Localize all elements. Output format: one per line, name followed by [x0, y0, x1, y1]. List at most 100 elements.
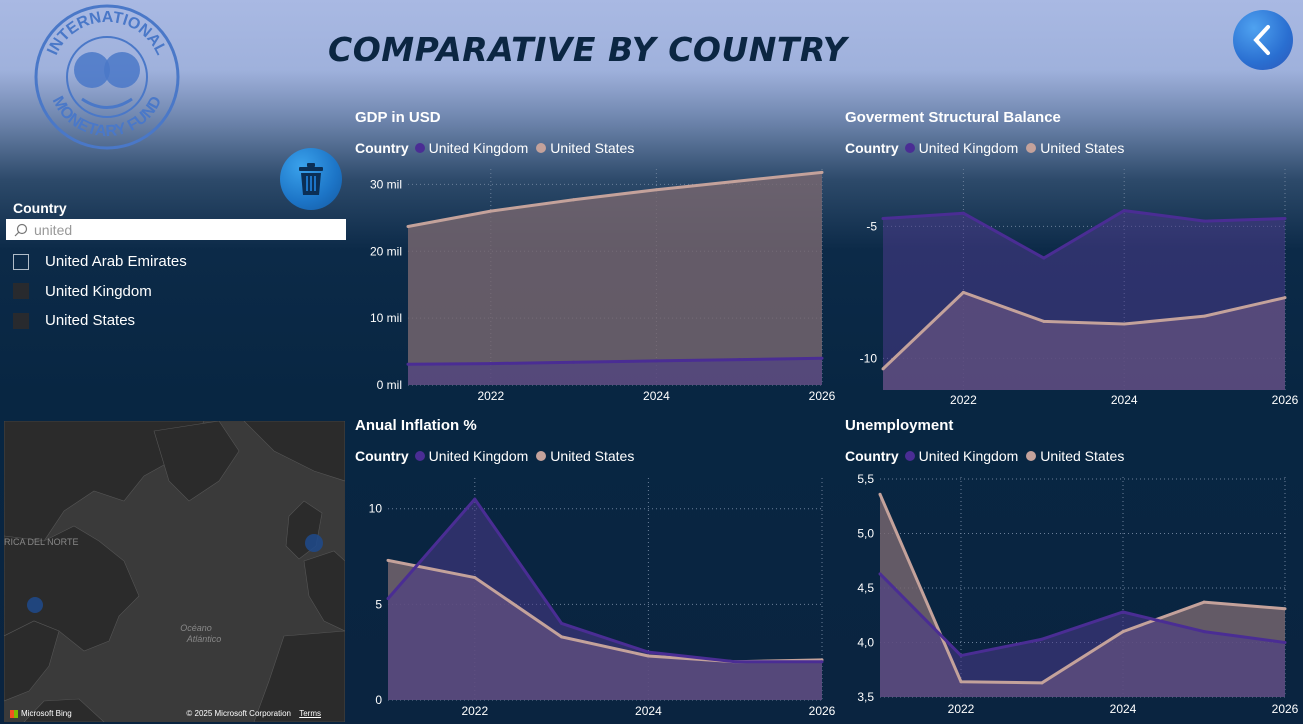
- point-united-states: [820, 170, 824, 174]
- point-united-kingdom: [881, 216, 885, 220]
- legend-unemployment: Country United Kingdom United States: [845, 448, 1132, 464]
- point-united-kingdom: [406, 362, 410, 366]
- legend-item-uk[interactable]: United Kingdom: [414, 448, 528, 464]
- y-tick-label: 4,0: [857, 636, 874, 650]
- point-united-kingdom: [961, 211, 965, 215]
- area-united-states: [408, 172, 822, 385]
- legend-item-uk[interactable]: United Kingdom: [904, 448, 1018, 464]
- point-united-states: [654, 188, 658, 192]
- x-tick-label: 2026: [1272, 393, 1299, 407]
- point-united-states: [1203, 314, 1207, 318]
- legend-item-us[interactable]: United States: [1026, 448, 1124, 464]
- y-tick-label: -5: [866, 219, 877, 233]
- country-slicer: Country United Arab Emirates United King…: [6, 200, 346, 336]
- point-united-states: [878, 492, 882, 496]
- y-tick-label: 10: [369, 502, 383, 516]
- point-united-kingdom: [654, 359, 658, 363]
- map-bubble-uk: [305, 534, 323, 552]
- point-united-kingdom: [878, 572, 882, 576]
- imf-logo: INTERNATIONAL MONETARY FUND: [34, 4, 180, 150]
- clear-filters-button[interactable]: [280, 148, 342, 210]
- legend-item-us[interactable]: United States: [536, 140, 634, 156]
- chart-unemployment[interactable]: 3,5 4,0 4,5 5,0 5,5 2022 2024 2026: [835, 472, 1300, 722]
- checkbox[interactable]: [13, 312, 29, 329]
- y-tick-label: 5,0: [857, 527, 874, 541]
- y-tick-label: 5: [375, 597, 382, 611]
- map-label-ocean: Atlántico: [186, 634, 222, 644]
- chart-gdp[interactable]: 0 mil 10 mil 20 mil 30 mil 2022 2024 2026: [345, 165, 835, 410]
- point-united-kingdom: [1202, 630, 1206, 634]
- point-united-states: [473, 576, 477, 580]
- legend-title: Country: [845, 448, 899, 464]
- point-united-states: [881, 367, 885, 371]
- legend-inflation: Country United Kingdom United States: [355, 448, 642, 464]
- point-united-kingdom: [386, 597, 390, 601]
- map-terms-link[interactable]: Terms: [299, 709, 321, 718]
- chart-title-gdp: GDP in USD: [355, 109, 441, 126]
- point-united-states: [1283, 296, 1287, 300]
- point-united-kingdom: [733, 660, 737, 664]
- line-united-kingdom: [407, 356, 823, 366]
- microsoft-logo-icon: [10, 709, 18, 718]
- map-visual[interactable]: RICA DEL NORTE Océano Atlántico Microsof…: [4, 421, 345, 722]
- y-tick-label: 0: [375, 693, 382, 707]
- x-tick-label: 2026: [1272, 702, 1299, 716]
- point-united-kingdom: [1283, 641, 1287, 644]
- slicer-item-us[interactable]: United States: [6, 306, 346, 336]
- map-label-region: RICA DEL NORTE: [4, 537, 79, 547]
- slicer-item-uk[interactable]: United Kingdom: [6, 277, 346, 307]
- map-copyright: © 2025 Microsoft Corporation Terms: [186, 709, 321, 718]
- chart-title-unemployment: Unemployment: [845, 417, 954, 434]
- x-tick-label: 2024: [1110, 702, 1137, 716]
- legend-title: Country: [355, 140, 409, 156]
- point-united-states: [386, 558, 390, 562]
- x-tick-label: 2022: [477, 389, 504, 403]
- y-tick-label: 3,5: [857, 690, 874, 704]
- back-button[interactable]: [1233, 10, 1293, 70]
- chart-title-balance: Goverment Structural Balance: [845, 109, 1061, 126]
- checkbox[interactable]: [13, 253, 29, 270]
- point-united-states: [1040, 681, 1044, 685]
- map-bubble-us: [27, 597, 43, 613]
- chart-balance[interactable]: -5 -10 2022 2024 2026: [835, 165, 1300, 410]
- point-united-kingdom: [646, 650, 650, 654]
- point-united-states: [560, 635, 564, 639]
- area-united-kingdom: [880, 573, 1285, 697]
- y-tick-label: 0 mil: [377, 378, 402, 392]
- point-united-states: [1283, 607, 1287, 611]
- legend-item-us[interactable]: United States: [536, 448, 634, 464]
- chart-inflation[interactable]: 0 5 10 2022 2024 2026: [345, 472, 835, 722]
- legend-title: Country: [845, 140, 899, 156]
- area-united-kingdom: [883, 210, 1285, 390]
- legend-item-us[interactable]: United States: [1026, 140, 1124, 156]
- area-united-kingdom: [388, 499, 822, 700]
- x-tick-label: 2022: [461, 704, 488, 718]
- x-tick-label: 2026: [809, 389, 835, 403]
- y-tick-label: -10: [860, 351, 878, 365]
- map-label-ocean: Océano: [180, 623, 212, 633]
- point-united-kingdom: [473, 497, 477, 501]
- legend-item-uk[interactable]: United Kingdom: [904, 140, 1018, 156]
- search-input[interactable]: [28, 220, 326, 239]
- x-tick-label: 2022: [950, 393, 977, 407]
- point-united-states: [1042, 319, 1046, 323]
- checkbox[interactable]: [13, 283, 29, 300]
- slicer-item-uae[interactable]: United Arab Emirates: [6, 247, 346, 277]
- line-united-states: [878, 493, 1286, 685]
- point-united-states: [737, 179, 741, 183]
- x-tick-label: 2024: [643, 389, 670, 403]
- slicer-item-label: United Kingdom: [45, 282, 152, 300]
- y-tick-label: 30 mil: [370, 177, 402, 191]
- chart-title-inflation: Anual Inflation %: [355, 417, 477, 434]
- point-united-states: [572, 198, 576, 202]
- point-united-states: [961, 290, 965, 294]
- slicer-search[interactable]: [6, 219, 346, 240]
- line-united-kingdom: [878, 572, 1286, 658]
- point-united-kingdom: [1122, 209, 1126, 213]
- x-tick-label: 2024: [1111, 393, 1138, 407]
- point-united-states: [1202, 600, 1206, 604]
- legend-item-uk[interactable]: United Kingdom: [414, 140, 528, 156]
- x-tick-label: 2022: [948, 702, 975, 716]
- area-united-kingdom: [408, 358, 822, 385]
- slicer-item-label: United States: [45, 312, 136, 330]
